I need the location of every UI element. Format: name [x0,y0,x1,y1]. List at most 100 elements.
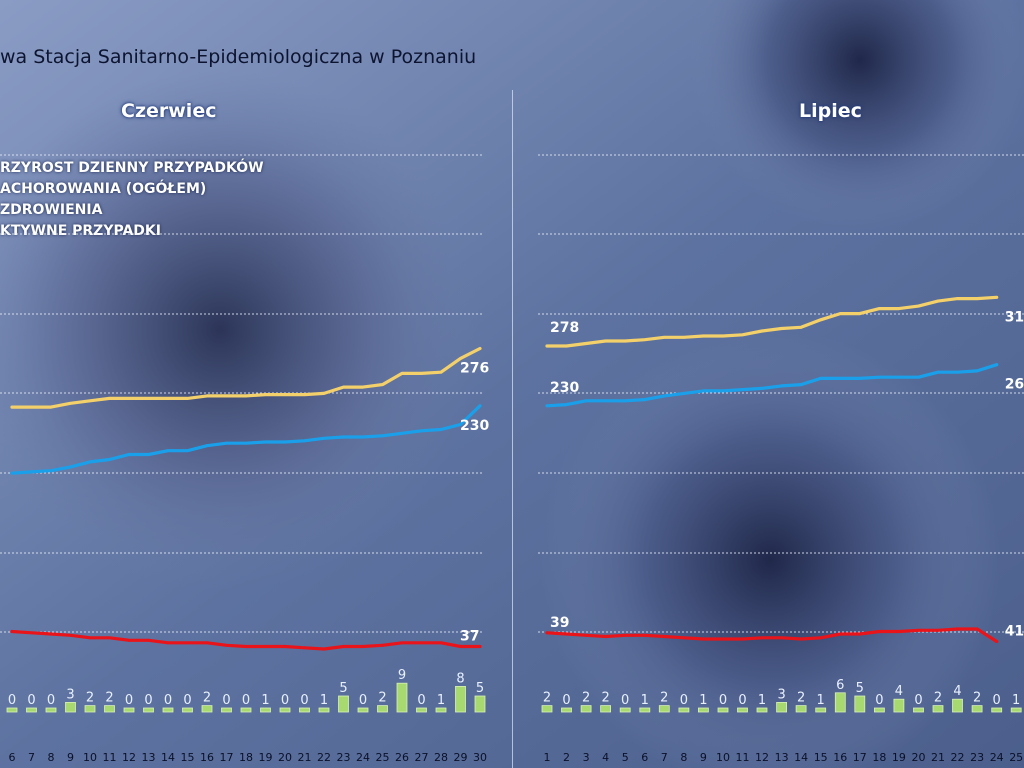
daily-value-label-july: 2 [660,691,668,706]
daily-bar-july [561,707,572,713]
point-recovered-july [975,369,979,373]
daily-value-label-july: 2 [543,691,551,706]
point-active-july [878,630,881,633]
daily-value-label-june: 0 [27,693,35,708]
daily-bar-june [182,707,193,713]
point-active-july [702,637,705,641]
point-total-july [799,326,803,329]
daily-value-label-june: 0 [183,693,191,708]
x-tick-label-june: 15 [181,751,195,764]
point-recovered-july [663,394,666,398]
point-total-june [225,394,228,398]
point-recovered-july [682,392,686,395]
point-total-july [545,344,549,348]
daily-value-label-july: 1 [817,693,825,708]
daily-value-label-june: 3 [66,687,74,702]
daily-bar-june [26,707,37,713]
x-tick-label-july: 1 [544,751,551,764]
point-active-june [478,645,482,648]
x-tick-label-june: 29 [454,751,468,764]
daily-value-label-july: 0 [993,693,1001,708]
x-tick-label-july: 15 [814,751,828,764]
point-recovered-july [878,375,881,379]
point-recovered-july [584,399,588,403]
daily-bar-june [338,695,349,713]
daily-value-label-july: 1 [699,693,707,708]
point-recovered-july [760,387,764,390]
x-tick-label-july: 19 [892,751,906,764]
point-recovered-july [604,399,607,403]
legend-recovered: ZDROWIENIA [0,202,103,218]
daily-bar-july [815,707,827,713]
point-active-july [663,635,666,638]
daily-value-label-july: 1 [758,693,766,708]
daily-bar-june [143,707,154,713]
point-recovered-june [459,423,462,426]
daily-value-label-july: 3 [777,687,785,702]
point-active-june [283,645,287,648]
point-recovered-july [545,404,549,408]
point-active-july [917,629,920,632]
x-tick-label-july: 16 [833,751,847,764]
point-recovered-june [166,449,170,453]
line-total-july [545,295,999,348]
point-recovered-june [30,470,33,474]
end-label-active-july: 41 [1005,624,1024,640]
x-tick-label-june: 12 [122,751,136,764]
point-recovered-june [420,429,423,433]
daily-bar-june [84,705,96,713]
daily-bar-june [104,705,115,713]
x-tick-label-july: 7 [661,751,668,764]
point-total-june [361,385,365,389]
point-active-june [244,645,248,648]
point-recovered-july [819,377,822,380]
x-tick-label-july: 18 [872,751,886,764]
point-active-june [108,636,111,640]
point-total-july [878,307,881,310]
point-recovered-june [303,439,306,443]
point-recovered-june [186,449,189,453]
point-active-july [721,637,725,641]
x-tick-label-july: 13 [775,751,789,764]
point-recovered-july [917,375,920,379]
daily-value-label-june: 0 [164,693,172,708]
header-text: wa Stacja Sanitarno-Epidemiologiczna w P… [0,46,477,68]
daily-value-label-july: 2 [934,691,942,706]
x-tick-label-june: 24 [356,751,370,764]
x-tick-label-june: 13 [142,751,156,764]
point-recovered-june [244,441,248,445]
daily-value-label-july: 2 [797,691,805,706]
daily-bar-july [932,705,944,713]
point-total-july [917,304,920,308]
daily-bar-june [416,707,427,713]
point-recovered-july [956,370,959,374]
x-tick-label-july: 2 [563,751,570,764]
end-label-active-june: 37 [460,629,479,645]
point-active-july [623,634,627,637]
point-active-june [88,636,92,640]
daily-value-label-june: 0 [125,693,133,708]
point-active-june [147,639,150,642]
daily-value-label-july: 4 [895,684,903,699]
point-total-june [400,372,404,375]
point-active-july [956,627,959,631]
x-tick-label-july: 20 [912,751,926,764]
daily-bar-june [279,707,291,713]
x-tick-label-july: 17 [853,751,867,764]
daily-value-label-july: 1 [1012,693,1020,708]
virus-bottom-right [540,330,1000,768]
point-total-june [205,394,209,398]
daily-value-label-june: 0 [359,693,367,708]
daily-bar-july [874,707,885,713]
daily-value-label-july: 0 [738,693,746,708]
point-recovered-june [478,404,482,408]
point-total-july [682,336,686,339]
daily-bar-june [221,707,232,713]
point-recovered-june [322,437,326,440]
daily-bar-june [65,702,76,713]
point-recovered-june [381,434,384,438]
point-recovered-july [643,398,647,401]
point-active-june [166,641,170,645]
daily-bar-june [123,707,135,713]
x-tick-label-july: 3 [583,751,590,764]
